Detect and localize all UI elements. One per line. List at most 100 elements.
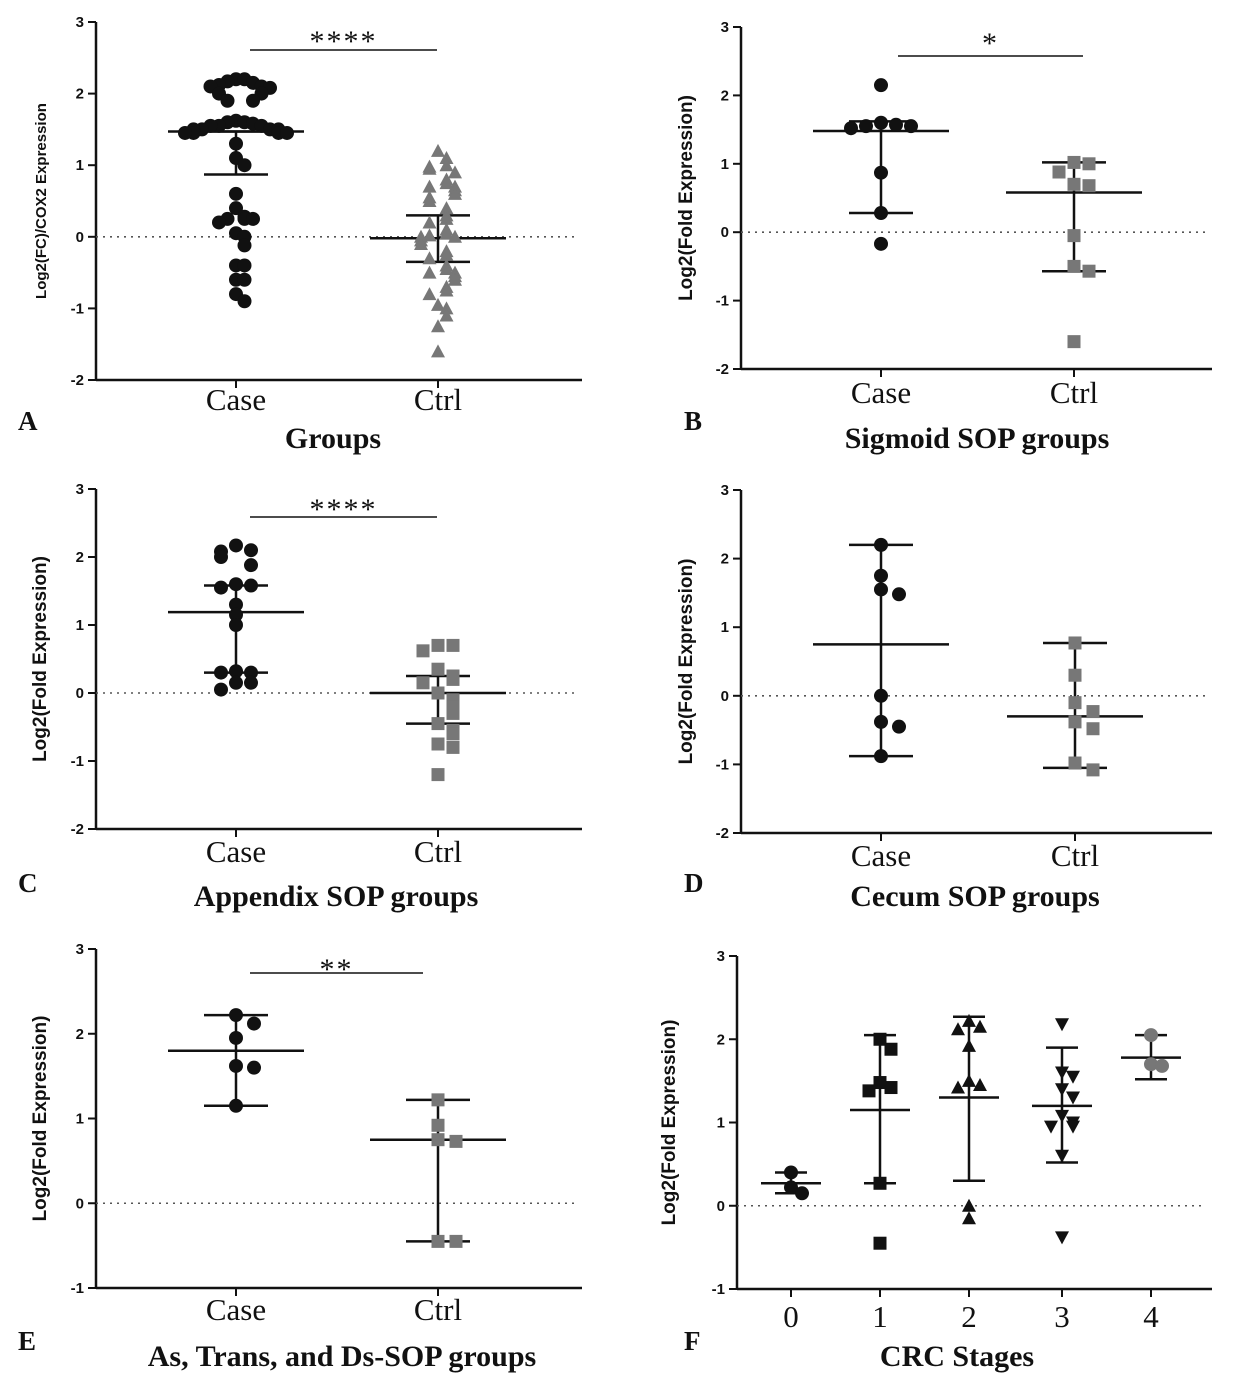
data-point [1144, 1028, 1158, 1043]
data-point [229, 618, 243, 632]
data-point [795, 1186, 809, 1201]
y-tick-label: 1 [717, 1115, 725, 1132]
panel-d: -2 -1 0 1 2 3 Case Ctrl Log2(Fold Expression) D Ce… [676, 482, 1212, 913]
data-point [214, 682, 228, 697]
data-point [220, 93, 235, 108]
data-point [439, 201, 454, 215]
data-point [422, 287, 437, 301]
data-point [446, 672, 460, 686]
data-point [414, 236, 428, 250]
data-point [439, 301, 454, 315]
data-point [237, 238, 252, 253]
y-tick-label: -1 [71, 753, 84, 770]
x-tick-label: Ctrl [414, 1292, 462, 1327]
data-point [237, 258, 252, 273]
data-point [214, 580, 228, 595]
data-point [229, 1008, 243, 1023]
data-point [859, 119, 873, 134]
y-tick-label: 3 [76, 14, 84, 31]
y-tick-label: 2 [721, 551, 729, 568]
data-point [873, 1176, 887, 1190]
data-point [1067, 335, 1081, 349]
data-point [1055, 1018, 1069, 1032]
x-axis-title: CRC Stages [880, 1340, 1034, 1373]
data-point [1086, 763, 1100, 777]
data-point [439, 308, 454, 322]
data-point [1052, 165, 1066, 179]
panel-letter: D [684, 868, 704, 898]
data-point [962, 1038, 976, 1052]
data-point [246, 93, 260, 108]
y-tick-label: 0 [76, 1195, 84, 1212]
panel-c: -2 -1 0 1 2 3 Case Ctrl Log2(Fold Expression) ***… [18, 481, 582, 913]
data-point [246, 211, 260, 226]
data-point [237, 272, 252, 287]
series-ctrl [1007, 636, 1143, 777]
data-point [439, 211, 454, 225]
y-tick-label: 3 [717, 948, 725, 965]
panel-letter: E [18, 1326, 36, 1356]
data-point [449, 1234, 463, 1248]
data-point [237, 294, 252, 309]
data-point [229, 675, 243, 690]
y-tick-label: 0 [76, 685, 84, 702]
data-point [892, 587, 906, 602]
y-tick-label: 3 [721, 19, 729, 36]
panel-b: -2 -1 0 1 2 3 Case Ctrl Log2(Fold Expression) * B S… [676, 19, 1212, 455]
data-point [229, 1058, 243, 1073]
x-tick-label: Ctrl [1051, 838, 1099, 873]
y-tick-label: 1 [721, 156, 729, 173]
data-point [178, 125, 192, 140]
data-point [1068, 756, 1082, 770]
significance-label: ** [320, 953, 354, 986]
data-point [874, 749, 888, 764]
y-tick-label: 1 [76, 157, 84, 174]
data-point [892, 719, 906, 734]
data-point [784, 1180, 798, 1195]
data-point [1082, 264, 1096, 278]
data-point [1066, 1091, 1080, 1105]
data-point [962, 1211, 976, 1225]
series-3 [1032, 1018, 1092, 1245]
data-point [431, 1133, 445, 1147]
y-tick-label: -1 [71, 1280, 84, 1297]
data-point [884, 1081, 898, 1095]
y-tick-label: 3 [76, 481, 84, 498]
data-point [431, 1234, 445, 1248]
data-point [1155, 1058, 1169, 1073]
data-point [874, 115, 888, 130]
data-point [1055, 1109, 1069, 1123]
x-tick-label: Ctrl [1050, 375, 1098, 410]
data-point [244, 578, 258, 593]
data-point [874, 165, 888, 180]
significance-label: * [982, 27, 999, 60]
significance-label: **** [310, 493, 378, 526]
x-tick-label: Case [851, 375, 911, 410]
data-point [431, 662, 445, 676]
y-tick-label: -2 [716, 361, 729, 378]
data-point [448, 165, 462, 179]
data-point [422, 251, 437, 265]
data-point [244, 675, 258, 690]
data-point [229, 577, 243, 592]
data-point [439, 226, 454, 240]
data-point [229, 597, 243, 612]
y-tick-label: 0 [721, 688, 729, 705]
series-case [813, 537, 949, 764]
data-point [962, 1198, 976, 1212]
data-point [844, 121, 858, 136]
y-tick-label: -2 [716, 825, 729, 842]
data-point [1086, 705, 1100, 719]
data-point [280, 125, 294, 140]
y-tick-label: 0 [721, 224, 729, 241]
data-point [951, 1022, 965, 1036]
data-point [874, 568, 888, 583]
x-tick-label: 4 [1143, 1299, 1159, 1334]
y-tick-label: 0 [717, 1198, 725, 1215]
data-point [962, 1013, 976, 1027]
series-4 [1121, 1028, 1181, 1081]
data-point [1055, 1231, 1069, 1245]
x-tick-label: 2 [961, 1299, 977, 1334]
data-point [951, 1080, 965, 1094]
x-axis-title: As, Trans, and Ds-SOP groups [148, 1340, 536, 1373]
